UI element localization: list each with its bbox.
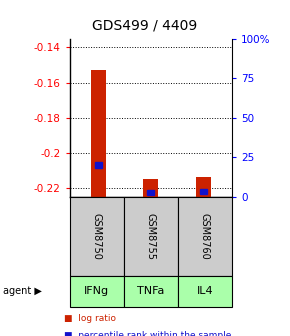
Bar bbox=[144, 179, 158, 197]
Bar bbox=[200, 189, 207, 195]
Text: agent ▶: agent ▶ bbox=[3, 287, 42, 296]
Text: GSM8755: GSM8755 bbox=[146, 213, 156, 259]
Text: ■  log ratio: ■ log ratio bbox=[64, 314, 116, 323]
Text: GSM8760: GSM8760 bbox=[200, 213, 210, 259]
Bar bbox=[196, 177, 211, 197]
Text: GDS499 / 4409: GDS499 / 4409 bbox=[93, 18, 197, 33]
Text: IL4: IL4 bbox=[197, 287, 213, 296]
Text: GSM8750: GSM8750 bbox=[92, 213, 102, 259]
Bar bbox=[147, 190, 155, 195]
Text: TNFa: TNFa bbox=[137, 287, 164, 296]
Bar bbox=[91, 70, 106, 197]
Bar bbox=[95, 162, 102, 168]
Text: ■  percentile rank within the sample: ■ percentile rank within the sample bbox=[64, 331, 231, 336]
Text: IFNg: IFNg bbox=[84, 287, 109, 296]
